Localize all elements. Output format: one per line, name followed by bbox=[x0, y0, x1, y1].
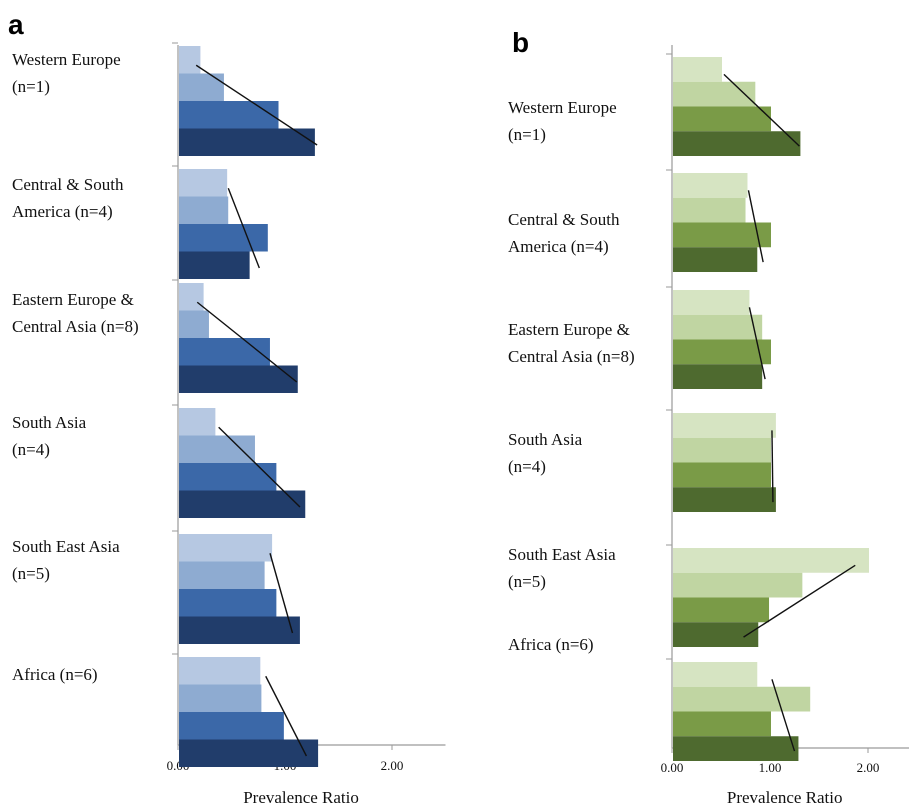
x-tick-label-b-2: 2.00 bbox=[857, 760, 880, 775]
bar-a-3-2 bbox=[179, 463, 277, 491]
bar-a-1-1 bbox=[179, 196, 229, 224]
trend-line-b-3 bbox=[771, 430, 774, 503]
bar-a-5-1 bbox=[179, 684, 262, 712]
group-label-a-4-1: (n=5) bbox=[12, 564, 50, 583]
bar-b-4-2 bbox=[673, 597, 770, 623]
trend-line-b-5 bbox=[771, 679, 796, 752]
group-label-b-2-1: Central Asia (n=8) bbox=[508, 347, 635, 366]
bar-a-4-0 bbox=[179, 534, 273, 562]
bar-b-0-1 bbox=[673, 81, 756, 107]
bar-a-3-0 bbox=[179, 408, 216, 436]
group-label-a-0-0: Western Europe bbox=[12, 50, 121, 69]
trend-line-a-0 bbox=[195, 64, 318, 146]
bar-b-4-0 bbox=[673, 548, 869, 573]
bar-a-4-2 bbox=[179, 589, 277, 617]
bar-b-3-0 bbox=[673, 413, 776, 438]
x-tick-label-b-1: 1.00 bbox=[759, 760, 782, 775]
bar-b-5-1 bbox=[673, 686, 811, 712]
bar-a-3-3 bbox=[179, 490, 306, 518]
group-label-b-4-1: (n=5) bbox=[508, 572, 546, 591]
group-label-a-4-0: South East Asia bbox=[12, 537, 120, 556]
trend-line-b-2 bbox=[748, 307, 766, 380]
bar-a-1-2 bbox=[179, 224, 268, 252]
bar-b-0-2 bbox=[673, 106, 771, 132]
bar-a-5-3 bbox=[179, 739, 319, 767]
trend-line-a-2 bbox=[196, 301, 298, 383]
panel-label-a: a bbox=[8, 9, 24, 40]
bar-a-0-1 bbox=[179, 73, 224, 101]
bar-b-3-3 bbox=[673, 487, 776, 512]
bar-a-1-3 bbox=[179, 251, 250, 279]
group-label-a-2-1: Central Asia (n=8) bbox=[12, 317, 139, 336]
bar-b-3-2 bbox=[673, 462, 771, 488]
bar-b-1-1 bbox=[673, 197, 746, 223]
trend-line-a-4 bbox=[269, 553, 294, 634]
trend-line-a-1 bbox=[227, 187, 260, 269]
group-label-b-5-0: Africa (n=6) bbox=[508, 635, 594, 654]
bar-a-2-0 bbox=[179, 283, 204, 311]
bar-a-5-0 bbox=[179, 657, 261, 685]
group-label-b-0-0: Western Europe bbox=[508, 98, 617, 117]
bar-b-0-0 bbox=[673, 57, 722, 82]
bar-a-0-3 bbox=[179, 128, 315, 156]
group-label-a-0-1: (n=1) bbox=[12, 77, 50, 96]
group-label-a-3-0: South Asia bbox=[12, 413, 87, 432]
panel-label-b: b bbox=[512, 27, 529, 58]
trend-line-b-4 bbox=[743, 564, 856, 638]
bar-b-1-0 bbox=[673, 173, 748, 198]
trend-line-a-3 bbox=[218, 426, 301, 508]
bar-b-1-3 bbox=[673, 247, 758, 272]
group-label-a-2-0: Eastern Europe & bbox=[12, 290, 134, 309]
trend-line-b-0 bbox=[723, 73, 800, 147]
bar-a-2-2 bbox=[179, 338, 270, 366]
group-label-b-3-0: South Asia bbox=[508, 430, 583, 449]
group-label-a-1-1: America (n=4) bbox=[12, 202, 113, 221]
trend-line-a-5 bbox=[265, 675, 308, 757]
bar-b-2-3 bbox=[673, 364, 763, 389]
bar-b-3-1 bbox=[673, 437, 771, 463]
x-axis-label-b: Prevalence Ratio bbox=[727, 788, 843, 807]
x-axis-label-a: Prevalence Ratio bbox=[243, 788, 359, 807]
group-label-b-1-1: America (n=4) bbox=[508, 237, 609, 256]
group-label-b-3-1: (n=4) bbox=[508, 457, 546, 476]
bar-b-1-2 bbox=[673, 222, 771, 248]
bar-a-4-1 bbox=[179, 561, 265, 589]
bar-a-5-2 bbox=[179, 712, 284, 740]
bar-a-2-1 bbox=[179, 310, 209, 338]
group-label-a-3-1: (n=4) bbox=[12, 440, 50, 459]
group-label-a-1-0: Central & South bbox=[12, 175, 124, 194]
bar-b-2-1 bbox=[673, 314, 763, 340]
bar-b-2-0 bbox=[673, 290, 750, 315]
x-tick-label-b-0: 0.00 bbox=[661, 760, 684, 775]
bar-a-1-0 bbox=[179, 169, 228, 197]
group-label-a-5-0: Africa (n=6) bbox=[12, 665, 98, 684]
bar-a-4-3 bbox=[179, 616, 300, 644]
bar-a-0-0 bbox=[179, 46, 201, 74]
bar-a-2-3 bbox=[179, 365, 298, 393]
trend-line-b-1 bbox=[747, 190, 764, 263]
bar-b-4-3 bbox=[673, 622, 759, 647]
bar-a-3-1 bbox=[179, 435, 255, 463]
group-label-b-4-0: South East Asia bbox=[508, 545, 616, 564]
group-label-b-0-1: (n=1) bbox=[508, 125, 546, 144]
bar-b-4-1 bbox=[673, 572, 803, 598]
group-label-b-2-0: Eastern Europe & bbox=[508, 320, 630, 339]
bar-b-2-2 bbox=[673, 339, 771, 365]
bar-b-0-3 bbox=[673, 131, 801, 156]
group-label-b-1-0: Central & South bbox=[508, 210, 620, 229]
bar-b-5-2 bbox=[673, 711, 771, 737]
x-tick-label-a-2: 2.00 bbox=[381, 758, 404, 773]
bar-b-5-3 bbox=[673, 736, 799, 761]
bar-b-5-0 bbox=[673, 662, 758, 687]
bar-a-0-2 bbox=[179, 101, 279, 129]
